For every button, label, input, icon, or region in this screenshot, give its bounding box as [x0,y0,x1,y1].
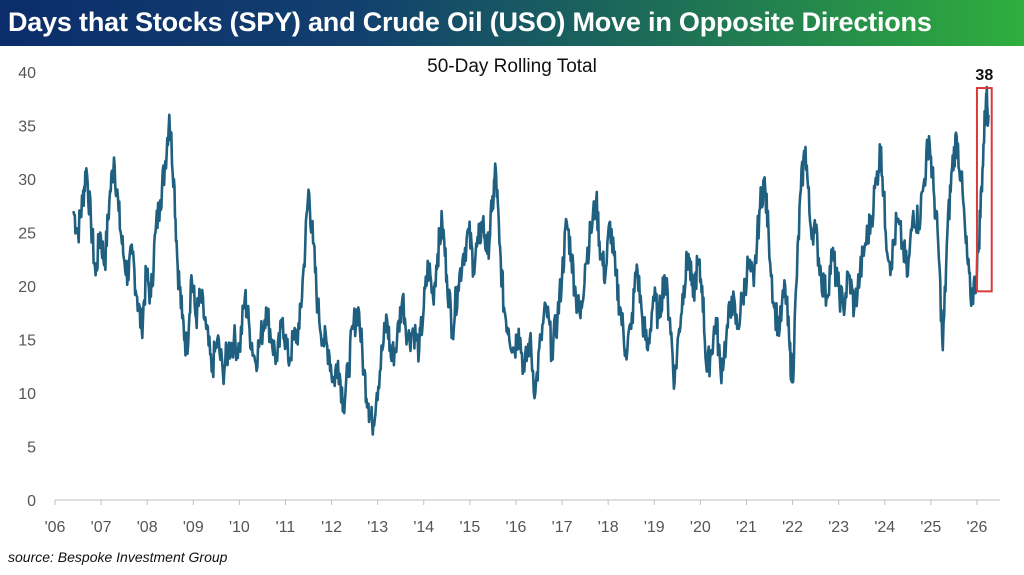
y-tick-label: 40 [18,65,36,82]
chart-subtitle: 50-Day Rolling Total [427,56,597,77]
highlight-box [975,87,993,293]
chart-title: Days that Stocks (SPY) and Crude Oil (US… [8,7,932,37]
x-tick-label: '10 [229,519,250,536]
y-tick-label: 0 [27,493,36,510]
x-tick-label: '26 [967,519,988,536]
series-line [72,85,990,436]
y-tick-label: 20 [18,279,36,296]
x-tick-label: '18 [598,519,619,536]
source-note: source: Bespoke Investment Group [8,549,228,565]
x-tick-label: '06 [45,519,66,536]
x-tick-label: '15 [459,519,480,536]
x-tick-label: '20 [690,519,711,536]
title-banner: Days that Stocks (SPY) and Crude Oil (US… [0,0,1024,46]
x-tick-label: '13 [367,519,388,536]
x-tick-label: '11 [276,519,296,536]
y-tick-label: 15 [18,333,36,350]
x-tick-label: '19 [644,519,665,536]
y-tick-label: 25 [18,226,36,243]
x-tick-label: '16 [506,519,527,536]
x-tick-label: '21 [736,519,757,536]
x-tick-label: '22 [782,519,803,536]
x-tick-label: '24 [874,519,895,536]
annotation-label: 38 [975,67,993,84]
y-tick-label: 5 [27,440,36,457]
x-tick-label: '23 [828,519,849,536]
x-tick-label: '12 [321,519,342,536]
x-tick-label: '07 [91,519,112,536]
x-tick-label: '25 [920,519,941,536]
x-tick-label: '09 [183,519,204,536]
y-tick-label: 35 [18,119,36,136]
x-tick-label: '08 [137,519,158,536]
y-tick-label: 10 [18,386,36,403]
x-tick-label: '17 [552,519,573,536]
y-tick-label: 30 [18,172,36,189]
x-tick-label: '14 [413,519,434,536]
